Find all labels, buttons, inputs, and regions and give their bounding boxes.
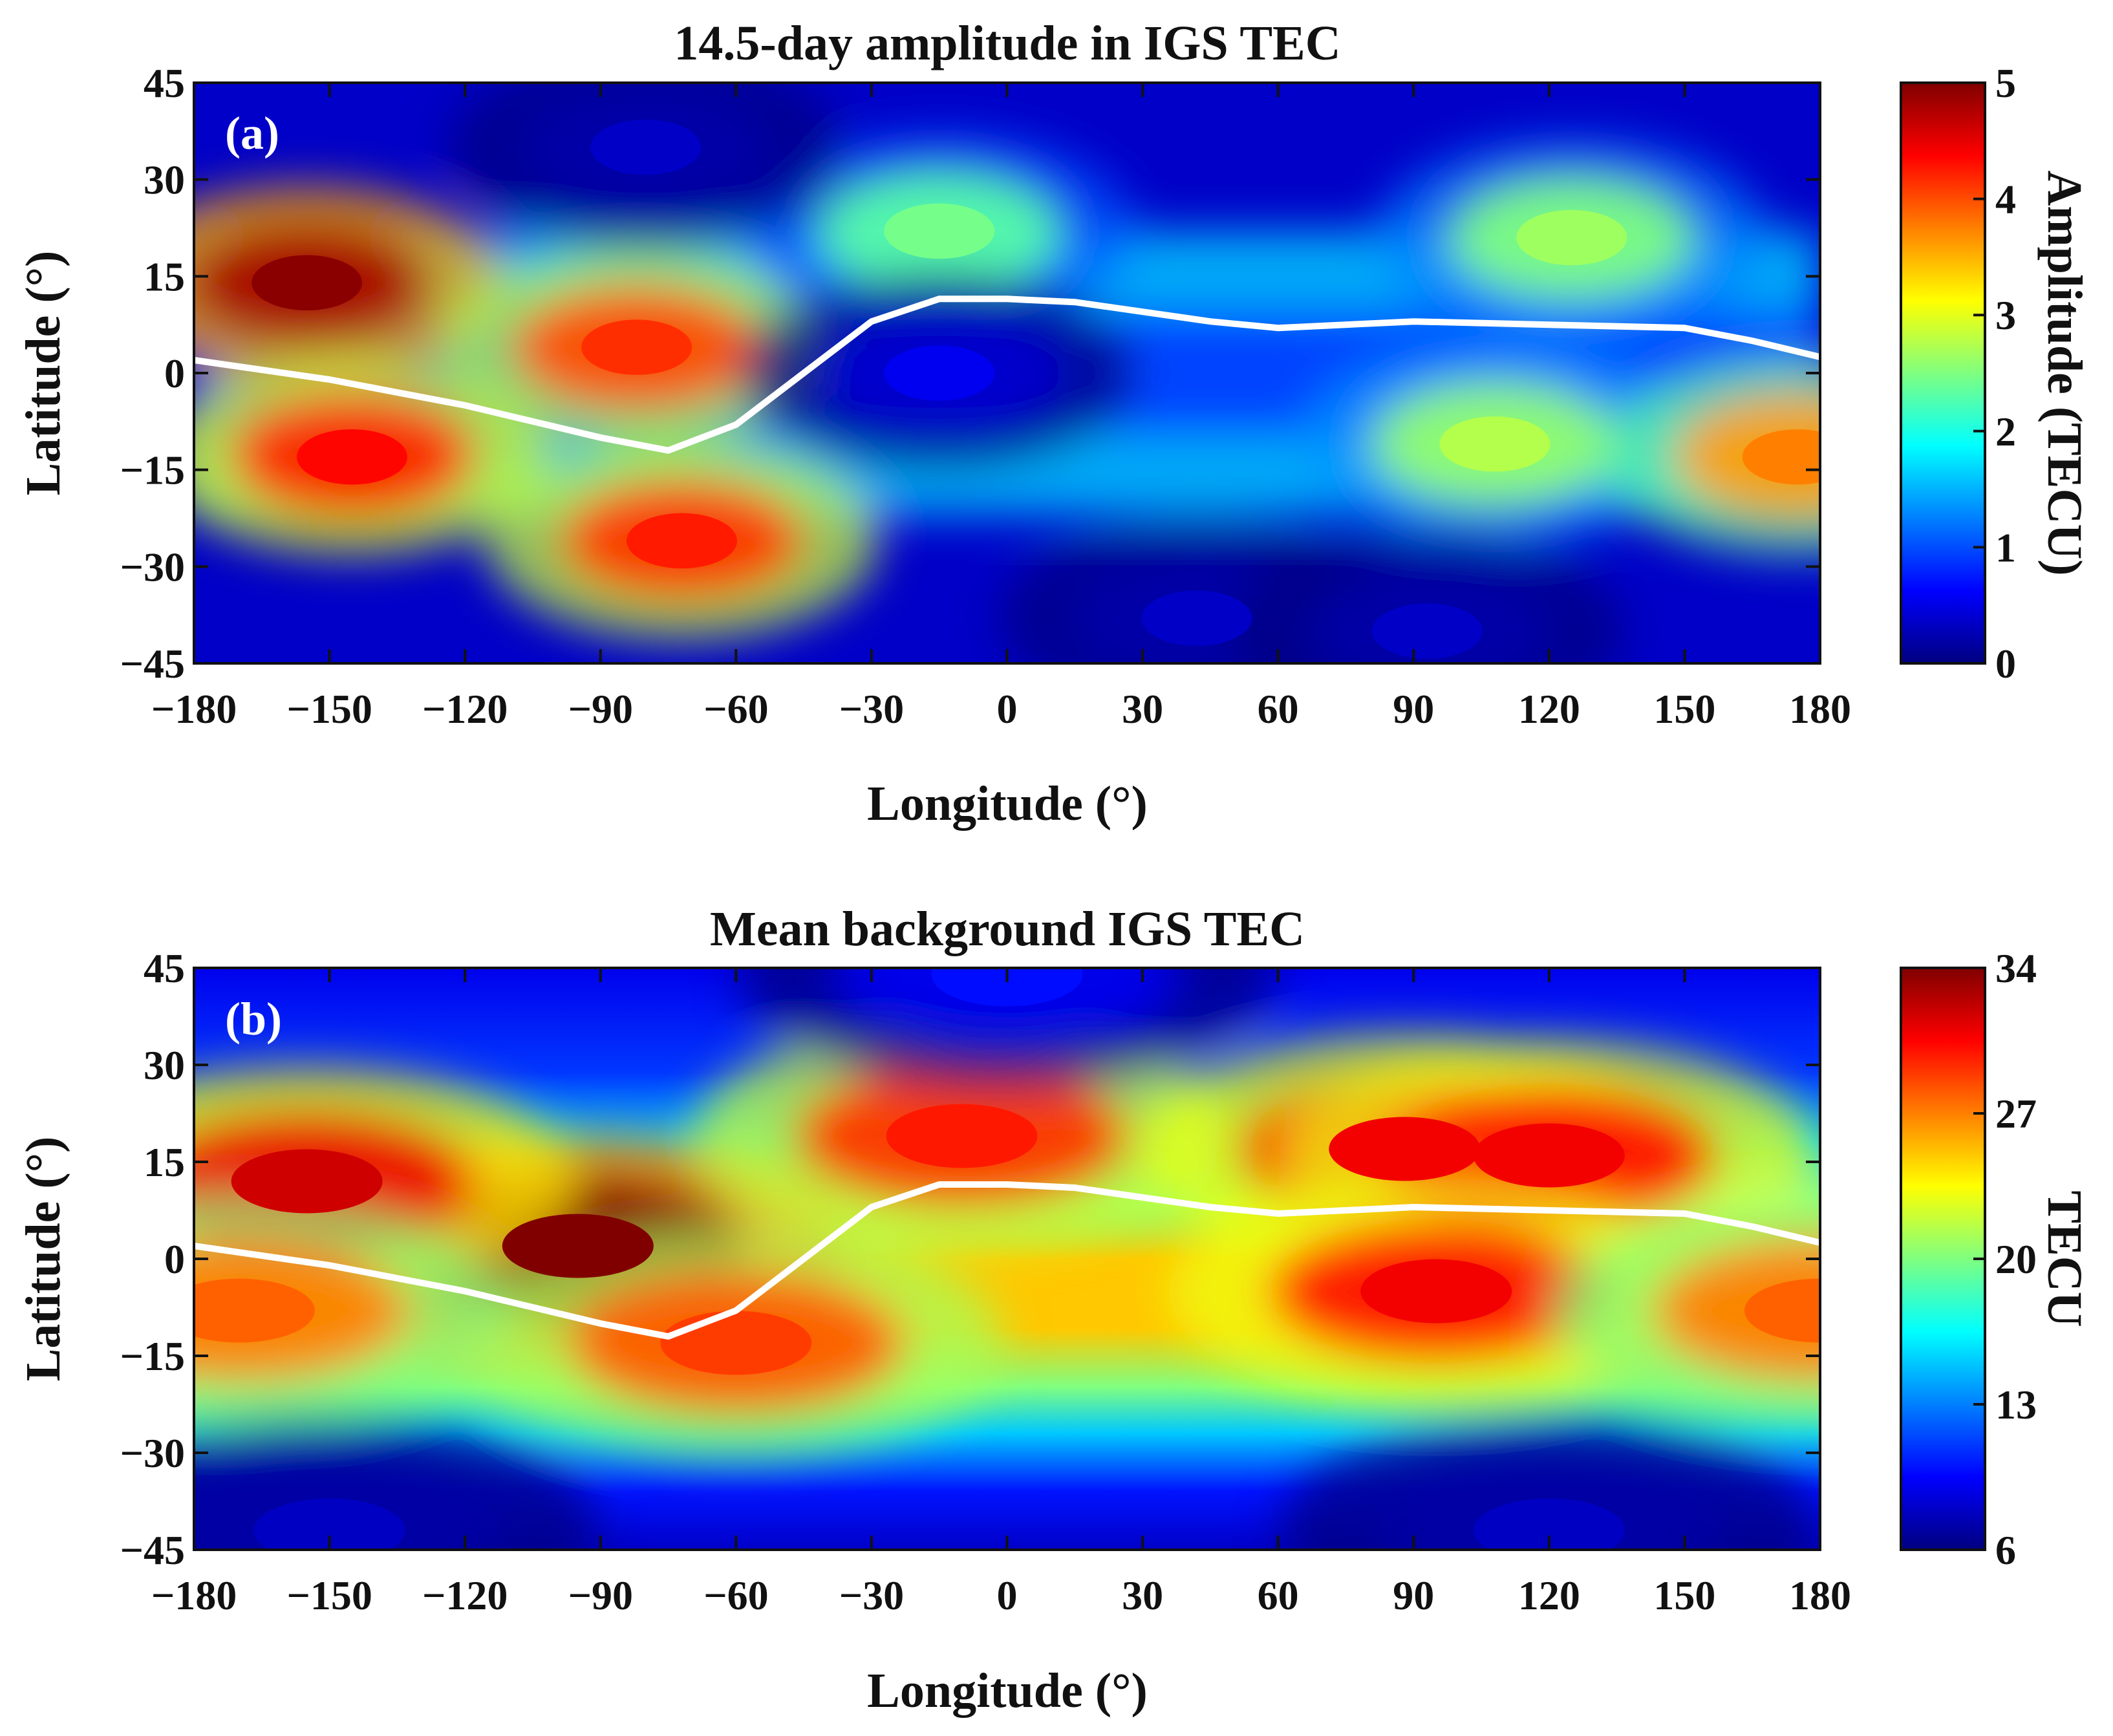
panel-b-colorbar-tick-label: 6 — [1995, 1527, 2016, 1573]
panel-b-ytick-label: −30 — [120, 1430, 185, 1476]
panel-a-colorbar-tick-label: 3 — [1995, 292, 2016, 338]
panel-b-colorbar-tick-label: 20 — [1995, 1236, 2037, 1282]
panel-b-xlabel: Longitude (°) — [867, 1664, 1148, 1718]
panel-a-colorbar-tick-label: 1 — [1995, 524, 2016, 570]
panel-b-feature-11 — [1473, 1498, 1625, 1550]
panel-a-colorbar-tick-label: 5 — [1995, 60, 2016, 106]
panel-b-ytick-label: 45 — [144, 945, 185, 991]
panel-b-xtick-label: 90 — [1393, 1572, 1434, 1618]
panel-a-ytick-label: 15 — [144, 253, 185, 299]
panel-b-xtick-label: −150 — [286, 1572, 372, 1618]
panel-b-feature-7 — [194, 1278, 315, 1343]
panel-a-colorbar-tick-label: 4 — [1995, 177, 2016, 222]
panel-b-xtick-label: −60 — [703, 1572, 768, 1618]
panel-b-xtick-label: 180 — [1789, 1572, 1851, 1618]
panel-a-xtick-label: 120 — [1518, 686, 1580, 732]
panel-a-xtick-label: 30 — [1122, 686, 1163, 732]
panel-a-ytick-label: 45 — [144, 60, 185, 106]
panel-a-ytick-label: 0 — [164, 350, 185, 396]
panel-a-feature-2 — [581, 319, 692, 375]
panel-a-ytick-label: −15 — [120, 447, 185, 493]
panel-a-feature-6 — [1439, 416, 1550, 472]
panel-a-ytick-label: −45 — [120, 641, 185, 687]
panel-b-magnetic-equator — [194, 1181, 1820, 1340]
panel-b-colorbar-tick-label: 13 — [1995, 1382, 2037, 1428]
panel-b-feature-4 — [1473, 1123, 1625, 1188]
panel-b-feature-6 — [660, 1311, 812, 1375]
panel-b-colorbar-tick-label: 27 — [1995, 1091, 2037, 1137]
panel-a-feature-7 — [1742, 429, 1820, 485]
panel-b-xtick-label: −180 — [151, 1572, 237, 1618]
panel-a-feature-4 — [884, 203, 995, 259]
panel-a-feature-1 — [297, 429, 408, 485]
panel-a-feature-0 — [252, 255, 363, 311]
panel-b-ylabel: Latitude (°) — [16, 1137, 70, 1382]
panel-b-feature-2 — [886, 1104, 1038, 1168]
panel-a-ylabel: Latitude (°) — [16, 251, 70, 496]
panel-b-colorbar — [1900, 967, 1986, 1551]
panel-b-colorbar-tick-label: 34 — [1995, 945, 2037, 991]
panel-a-xtick-label: 90 — [1393, 686, 1434, 732]
panel-a-xtick-label: −180 — [151, 686, 237, 732]
panel-b-xtick-label: −30 — [839, 1572, 904, 1618]
panel-b-feature-3 — [1329, 1117, 1481, 1181]
panel-a-feature-5 — [1516, 209, 1627, 266]
panel-a-feature-9 — [1141, 590, 1252, 646]
panel-b-ytick-label: −45 — [120, 1527, 185, 1573]
panel-a-feature-10 — [1371, 603, 1483, 659]
panel-b-feature-5 — [1360, 1259, 1512, 1323]
panel-a-colorbar-label: Amplitude (TECU) — [2037, 170, 2092, 575]
panel-b-title: Mean background IGS TEC — [710, 902, 1305, 956]
panel-a-ytick-label: 30 — [144, 157, 185, 203]
panel-a-feature-11 — [884, 345, 995, 401]
panel-a-label: (a) — [225, 107, 279, 159]
panel-b-colorbar-label: TECU — [2037, 1190, 2092, 1327]
panel-b-xtick-label: 60 — [1258, 1572, 1299, 1618]
panel-b-xtick-label: −120 — [422, 1572, 508, 1618]
panel-b-xtick-label: −90 — [568, 1572, 633, 1618]
panel-b-ytick-label: 30 — [144, 1042, 185, 1088]
panel-a-xtick-label: 60 — [1258, 686, 1299, 732]
panel-a-xtick-label: −30 — [839, 686, 904, 732]
panel-a-xtick-label: −60 — [703, 686, 768, 732]
panel-a-feature-3 — [627, 513, 737, 569]
panel-a-xtick-label: 0 — [997, 686, 1018, 732]
panel-a-colorbar-tick-label: 0 — [1995, 641, 2016, 687]
panel-b: Mean background IGS TEC (b) −180 −150 −120… — [16, 902, 2092, 1718]
panel-b-label: (b) — [225, 993, 282, 1045]
panel-b-feature-10 — [253, 1498, 405, 1550]
panel-b-xtick-label: 120 — [1518, 1572, 1580, 1618]
panel-b-xtick-label: 30 — [1122, 1572, 1163, 1618]
panel-a-feature-8 — [590, 120, 702, 175]
panel-b-feature-1 — [231, 1149, 383, 1214]
panel-b-feature-0 — [502, 1214, 654, 1278]
panel-a-xtick-label: −120 — [422, 686, 508, 732]
panel-a-title: 14.5-day amplitude in IGS TEC — [674, 16, 1340, 70]
panel-a: 14.5-day amplitude in IGS TEC (a) −180 −1… — [16, 16, 2092, 831]
panel-b-ytick-label: −15 — [120, 1333, 185, 1379]
panel-b-ytick-label: 15 — [144, 1139, 185, 1185]
panel-a-xtick-label: 150 — [1653, 686, 1715, 732]
panel-a-ytick-label: −30 — [120, 544, 185, 590]
panel-a-magnetic-equator — [194, 295, 1820, 454]
panel-b-feature-9 — [931, 968, 1083, 1007]
panel-a-xtick-label: −90 — [568, 686, 633, 732]
panel-a-xlabel: Longitude (°) — [867, 777, 1148, 831]
panel-b-xtick-label: 150 — [1653, 1572, 1715, 1618]
panel-a-xtick-label: 180 — [1789, 686, 1851, 732]
panel-a-colorbar — [1900, 81, 1986, 665]
panel-a-colorbar-tick-label: 2 — [1995, 409, 2016, 455]
panel-a-xtick-label: −150 — [286, 686, 372, 732]
panel-b-feature-8 — [1744, 1278, 1820, 1343]
panel-b-ytick-label: 0 — [164, 1236, 185, 1282]
panel-b-xtick-label: 0 — [997, 1572, 1018, 1618]
